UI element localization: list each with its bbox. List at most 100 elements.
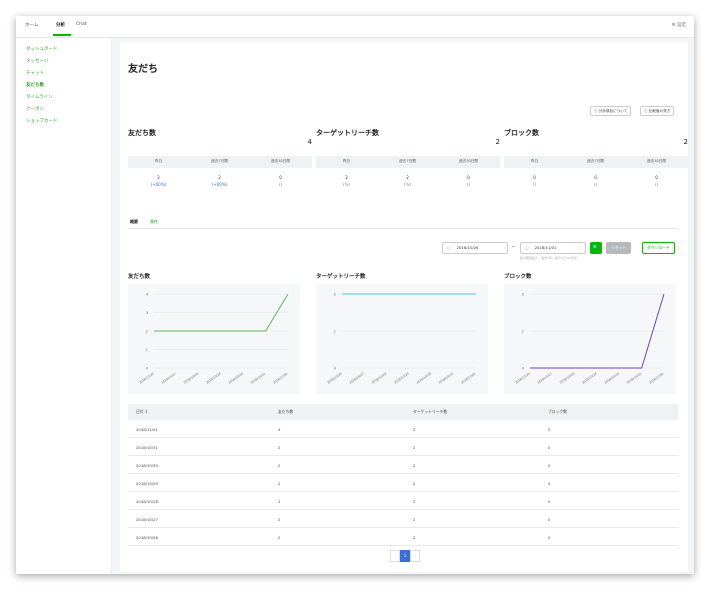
table-cell: 0 [548,499,551,504]
stat-col-7days: 過去7日間 [587,159,604,163]
table-cell: 2 [278,517,281,522]
stat-value: 0 [533,175,536,180]
x-tick-label: 2018/11/01 [460,371,477,384]
tab-attributes[interactable]: 属性 [150,219,158,224]
settings-link[interactable]: ⚙ 設定 [671,23,686,28]
stat-col-30days: 過去30日間 [647,159,666,163]
date-range-note: 集計期間最大：過去1年，最大1日 30日間 [520,256,577,260]
table-cell: 2 [278,481,281,486]
y-tick-label: 0 [146,367,149,371]
top-nav: ホーム 分析 Chat ⚙ 設定 [16,16,694,38]
chart-title-target-reach: ターゲットリーチ数 [316,274,366,280]
sidebar-item-chat[interactable]: チャット [26,71,44,76]
search-icon: 🔍 [592,245,600,251]
sidebar-item-dashboard[interactable]: ダッシュボード [26,47,58,52]
sidebar-item-timeline[interactable]: タイムライン [26,95,53,100]
table-row: 2018/10/30 2 2 0 [128,456,678,474]
x-tick-label: 2018/10/31 [250,371,267,384]
y-tick-label: 1 [146,348,148,352]
sidebar-item-coupon[interactable]: クーポン [26,107,44,112]
stat-total-friends: 4 [307,138,312,146]
stat-col-yesterday: 昨日 [342,159,351,163]
y-tick-label: 1 [334,330,336,334]
table-cell: 0 [548,535,551,540]
sidebar-item-messages[interactable]: メッセージ [26,59,49,64]
stat-value: 0 [279,175,282,180]
stat-header-friends: 昨日 過去7日間 過去30日間 [128,156,312,168]
x-tick-label: 2018/10/27 [536,371,553,384]
table-cell: 2 [278,463,281,468]
stat-change: () [466,182,471,187]
table-cell: 2018/10/27 [136,517,158,522]
date-range-separator: ~ [512,244,516,249]
next-page-button[interactable]: › [410,550,420,562]
y-tick-label: 2 [146,330,148,334]
table-cell: 2 [278,535,281,540]
table-row: 2018/10/29 2 2 0 [128,474,678,492]
chart-friends: 0 1 2 3 4 2018/10/26 2018/10/27 2018/10/28 2018/… [128,284,300,394]
chart-title-blocks: ブロック数 [504,274,532,280]
col-friends: 友だち数 [278,409,294,414]
calendar-icon: ▢ [525,245,529,250]
table-cell: 2 [413,499,416,504]
table-cell: 2 [413,463,416,468]
stat-total-blocks: 2 [683,138,688,146]
content-panel: 友だち ⓘ 分析項目について ⓘ 比較値の見方 友だち数 4 昨日 過去7日間 … [120,42,688,572]
sidebar-item-shopcard[interactable]: ショップカード [26,119,58,124]
y-tick-label: 3 [146,311,148,315]
subtab-divider [128,228,678,229]
search-button[interactable]: 🔍 [590,242,602,254]
stat-title-friends: 友だち数 [128,129,156,137]
main-area: 友だち ⓘ 分析項目について ⓘ 比較値の見方 友だち数 4 昨日 過去7日間 … [112,38,694,574]
analytics-info-button[interactable]: ⓘ 分析項目について [590,106,632,116]
y-tick-label: 4 [146,293,149,297]
reset-button[interactable]: リセット [606,242,632,254]
x-tick-label: 2018/10/31 [626,371,643,384]
table-cell: 2 [413,427,416,432]
x-tick-label: 2018/10/26 [326,371,343,384]
chart-title-friends: 友だち数 [128,274,151,280]
calendar-icon: ▢ [447,245,451,250]
tab-chat[interactable]: Chat [76,22,87,27]
table-cell: 2018/10/30 [136,463,158,468]
table-row: 2018/10/27 2 2 0 [128,510,678,528]
comparison-info-button[interactable]: ⓘ 比較値の見方 [640,106,675,116]
y-tick-label: 2 [522,293,524,297]
page-button-current[interactable]: 1 [400,550,410,562]
x-tick-label: 2018/10/28 [371,371,388,384]
table-row: 2018/10/28 2 2 0 [128,492,678,510]
table-cell: 2 [413,535,416,540]
x-tick-label: 2018/10/30 [603,371,620,384]
prev-page-button[interactable]: ‹ [390,550,400,562]
table-cell: 2 [548,427,551,432]
table-cell: 2 [278,499,281,504]
x-tick-label: 2018/11/01 [272,371,289,384]
sidebar-item-friends[interactable]: 友だち数 [26,83,44,88]
stat-col-yesterday: 昨日 [530,159,539,163]
date-from-field[interactable]: ▢ 2018/10/26 [442,242,508,254]
col-date-sort[interactable]: 日付 ↕ [136,409,148,414]
series-line [154,293,289,332]
stat-change: (+00%) [150,182,167,187]
stat-col-30days: 過去30日間 [271,159,290,163]
x-tick-label: 2018/11/01 [648,371,665,384]
chart-friends-svg: 0 1 2 3 4 2018/10/26 2018/10/27 2018/10/28 2018/… [138,293,289,385]
x-tick-label: 2018/10/27 [160,371,177,384]
date-to-field[interactable]: ▢ 2018/11/01 [520,242,586,254]
stat-change: () [654,182,659,187]
date-to-value: 2018/11/01 [534,245,557,250]
stat-col-7days: 過去7日間 [399,159,416,163]
stat-change: () [593,182,598,187]
download-button[interactable]: ダウンロード [642,242,675,254]
tab-home[interactable]: ホーム [25,23,39,28]
table-cell: 2 [413,445,416,450]
stat-change: (%) [404,182,411,187]
stat-change: (+00%) [211,182,228,187]
tab-overview[interactable]: 概要 [130,219,138,224]
x-tick-label: 2018/10/26 [138,371,155,384]
table-cell: 0 [548,481,551,486]
tab-analytics[interactable]: 分析 [56,23,65,28]
table-cell: 2018/10/28 [136,499,158,504]
active-tab-indicator [53,34,71,36]
stat-title-blocks: ブロック数 [504,129,539,137]
